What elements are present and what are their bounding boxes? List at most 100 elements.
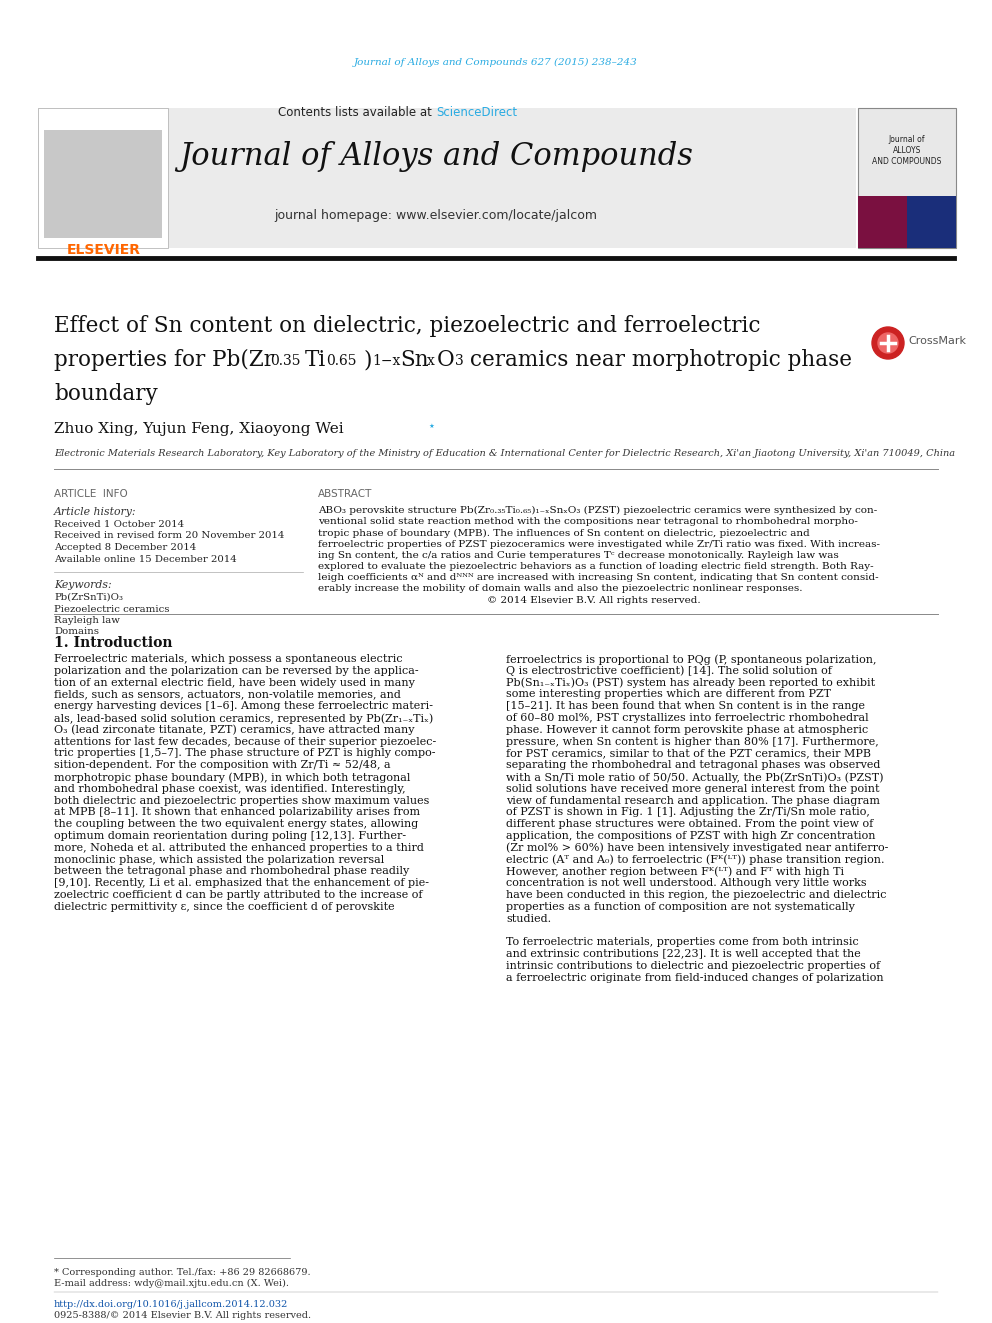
Bar	[858, 108, 956, 247]
Text: some interesting properties which are different from PZT: some interesting properties which are di…	[506, 689, 831, 700]
Text: To ferroelectric materials, properties come from both intrinsic: To ferroelectric materials, properties c…	[506, 937, 859, 947]
Text: 1−x: 1−x	[372, 355, 401, 368]
Text: ing Sn content, the c/a ratios and Curie temperatures Tᶜ decrease monotonically.: ing Sn content, the c/a ratios and Curie…	[318, 550, 839, 560]
Text: Journal of Alloys and Compounds 627 (2015) 238–243: Journal of Alloys and Compounds 627 (201…	[354, 57, 638, 66]
Text: ELSEVIER: ELSEVIER	[67, 243, 141, 257]
Text: more, Noheda et al. attributed the enhanced properties to a third: more, Noheda et al. attributed the enhan…	[54, 843, 424, 853]
Text: intrinsic contributions to dielectric and piezoelectric properties of: intrinsic contributions to dielectric an…	[506, 960, 880, 971]
Text: solid solutions have received more general interest from the point: solid solutions have received more gener…	[506, 783, 880, 794]
Text: However, another region between Fᴷ(ᴸᵀ) and Fᵀ with high Ti: However, another region between Fᴷ(ᴸᵀ) a…	[506, 867, 844, 877]
Bar	[44, 130, 162, 238]
Text: Zhuo Xing, Yujun Feng, Xiaoyong Wei: Zhuo Xing, Yujun Feng, Xiaoyong Wei	[54, 422, 343, 437]
Text: dielectric permittivity ε, since the coefficient d of perovskite: dielectric permittivity ε, since the coe…	[54, 902, 395, 912]
Text: [9,10]. Recently, Li et al. emphasized that the enhancement of pie-: [9,10]. Recently, Li et al. emphasized t…	[54, 878, 429, 888]
Text: sition-dependent. For the composition with Zr/Ti ≈ 52/48, a: sition-dependent. For the composition wi…	[54, 761, 391, 770]
Text: 0925-8388/© 2014 Elsevier B.V. All rights reserved.: 0925-8388/© 2014 Elsevier B.V. All right…	[54, 1311, 311, 1320]
Text: Electronic Materials Research Laboratory, Key Laboratory of the Ministry of Educ: Electronic Materials Research Laboratory…	[54, 448, 955, 458]
Text: different phase structures were obtained. From the point view of: different phase structures were obtained…	[506, 819, 873, 830]
Text: ARTICLE  INFO: ARTICLE INFO	[54, 490, 128, 499]
Text: zoelectric coefficient d can be partly attributed to the increase of: zoelectric coefficient d can be partly a…	[54, 890, 423, 900]
Text: ABO₃ perovskite structure Pb(Zr₀.₃₅Ti₀.₆₅)₁₋ₓSnₓO₃ (PZST) piezoelectric ceramics: ABO₃ perovskite structure Pb(Zr₀.₃₅Ti₀.₆…	[318, 505, 877, 515]
Text: Journal of Alloys and Compounds: Journal of Alloys and Compounds	[180, 142, 693, 172]
Text: 0.65: 0.65	[326, 355, 356, 368]
Text: journal homepage: www.elsevier.com/locate/jalcom: journal homepage: www.elsevier.com/locat…	[275, 209, 597, 221]
Text: ferroelectric properties of PZST piezoceramics were investigated while Zr/Ti rat: ferroelectric properties of PZST piezoce…	[318, 540, 880, 549]
Text: the coupling between the two equivalent energy states, allowing: the coupling between the two equivalent …	[54, 819, 419, 830]
Text: properties for Pb(Zr: properties for Pb(Zr	[54, 349, 274, 370]
Circle shape	[872, 327, 904, 359]
Text: of PZST is shown in Fig. 1 [1]. Adjusting the Zr/Ti/Sn mole ratio,: of PZST is shown in Fig. 1 [1]. Adjustin…	[506, 807, 870, 818]
Text: Piezoelectric ceramics: Piezoelectric ceramics	[54, 605, 170, 614]
Text: ventional solid state reaction method with the compositions near tetragonal to r: ventional solid state reaction method wi…	[318, 517, 858, 527]
Text: at MPB [8–11]. It shown that enhanced polarizability arises from: at MPB [8–11]. It shown that enhanced po…	[54, 807, 421, 818]
Bar	[38, 108, 168, 247]
Text: separating the rhombohedral and tetragonal phases was observed: separating the rhombohedral and tetragon…	[506, 761, 880, 770]
Text: Ferroelectric materials, which possess a spontaneous electric: Ferroelectric materials, which possess a…	[54, 654, 403, 664]
Text: als, lead-based solid solution ceramics, represented by Pb(Zr₁₋ₓTiₓ): als, lead-based solid solution ceramics,…	[54, 713, 434, 724]
Bar	[38, 108, 856, 247]
Text: Article history:: Article history:	[54, 507, 137, 517]
Text: have been conducted in this region, the piezoelectric and dielectric: have been conducted in this region, the …	[506, 890, 887, 900]
Text: Contents lists available at: Contents lists available at	[279, 106, 436, 119]
Text: of 60–80 mol%, PST crystallizes into ferroelectric rhombohedral: of 60–80 mol%, PST crystallizes into fer…	[506, 713, 869, 722]
Text: electric (Aᵀ and A₀) to ferroelectric (Fᴷ(ᴸᵀ)) phase transition region.: electric (Aᵀ and A₀) to ferroelectric (F…	[506, 855, 885, 865]
Text: phase. However it cannot form perovskite phase at atmospheric: phase. However it cannot form perovskite…	[506, 725, 868, 734]
Text: leigh coefficients αᴺ and dᴺᴺᴺ are increased with increasing Sn content, indicat: leigh coefficients αᴺ and dᴺᴺᴺ are incre…	[318, 573, 879, 582]
Text: 3: 3	[455, 355, 463, 368]
Text: Sn: Sn	[400, 349, 429, 370]
Bar	[907, 196, 956, 247]
Text: a ferroelectric originate from field-induced changes of polarization: a ferroelectric originate from field-ind…	[506, 972, 884, 983]
Text: Pb(Sn₁₋ₓTiₓ)O₃ (PST) system has already been reported to exhibit: Pb(Sn₁₋ₓTiₓ)O₃ (PST) system has already …	[506, 677, 875, 688]
Text: Domains: Domains	[54, 627, 99, 636]
Text: ⋆: ⋆	[427, 419, 434, 433]
Text: Ti: Ti	[305, 349, 326, 370]
Text: O: O	[437, 349, 454, 370]
Text: view of fundamental research and application. The phase diagram: view of fundamental research and applica…	[506, 795, 880, 806]
Text: optimum domain reorientation during poling [12,13]. Further-: optimum domain reorientation during poli…	[54, 831, 406, 841]
Text: attentions for last few decades, because of their superior piezoelec-: attentions for last few decades, because…	[54, 737, 436, 746]
Text: ceramics near morphotropic phase: ceramics near morphotropic phase	[463, 349, 852, 370]
Text: Accepted 8 December 2014: Accepted 8 December 2014	[54, 542, 196, 552]
Text: Available online 15 December 2014: Available online 15 December 2014	[54, 554, 237, 564]
Circle shape	[878, 333, 898, 353]
Text: ferroelectrics is proportional to PQg (P, spontaneous polarization,: ferroelectrics is proportional to PQg (P…	[506, 654, 877, 664]
Text: both dielectric and piezoelectric properties show maximum values: both dielectric and piezoelectric proper…	[54, 795, 430, 806]
Text: 0.35: 0.35	[270, 355, 301, 368]
Text: morphotropic phase boundary (MPB), in which both tetragonal: morphotropic phase boundary (MPB), in wh…	[54, 773, 411, 783]
Text: tric properties [1,5–7]. The phase structure of PZT is highly compo-: tric properties [1,5–7]. The phase struc…	[54, 749, 435, 758]
Text: between the tetragonal phase and rhombohedral phase readily: between the tetragonal phase and rhomboh…	[54, 867, 410, 876]
Text: x: x	[427, 355, 434, 368]
Text: for PST ceramics, similar to that of the PZT ceramics, their MPB: for PST ceramics, similar to that of the…	[506, 749, 871, 758]
Text: Effect of Sn content on dielectric, piezoelectric and ferroelectric: Effect of Sn content on dielectric, piez…	[54, 315, 761, 337]
Text: application, the compositions of PZST with high Zr concentration: application, the compositions of PZST wi…	[506, 831, 876, 841]
Text: Q is electrostrictive coefficient) [14]. The solid solution of: Q is electrostrictive coefficient) [14].…	[506, 665, 832, 676]
Text: [15–21]. It has been found that when Sn content is in the range: [15–21]. It has been found that when Sn …	[506, 701, 865, 712]
Text: ABSTRACT: ABSTRACT	[318, 490, 372, 499]
Text: pressure, when Sn content is higher than 80% [17]. Furthermore,: pressure, when Sn content is higher than…	[506, 737, 879, 746]
Text: tion of an external electric field, have been widely used in many: tion of an external electric field, have…	[54, 677, 415, 688]
Text: tropic phase of boundary (MPB). The influences of Sn content on dielectric, piez: tropic phase of boundary (MPB). The infl…	[318, 528, 809, 537]
Text: E-mail address: wdy@mail.xjtu.edu.cn (X. Wei).: E-mail address: wdy@mail.xjtu.edu.cn (X.…	[54, 1279, 289, 1289]
Text: O₃ (lead zirconate titanate, PZT) ceramics, have attracted many: O₃ (lead zirconate titanate, PZT) cerami…	[54, 725, 415, 736]
Text: studied.: studied.	[506, 914, 552, 923]
Text: erably increase the mobility of domain walls and also the piezoelectric nonlinea: erably increase the mobility of domain w…	[318, 585, 803, 594]
Text: http://dx.doi.org/10.1016/j.jallcom.2014.12.032: http://dx.doi.org/10.1016/j.jallcom.2014…	[54, 1301, 289, 1308]
Text: polarization and the polarization can be reversed by the applica-: polarization and the polarization can be…	[54, 665, 419, 676]
Text: energy harvesting devices [1–6]. Among these ferroelectric materi-: energy harvesting devices [1–6]. Among t…	[54, 701, 433, 712]
Text: 1. Introduction: 1. Introduction	[54, 636, 173, 650]
Text: CrossMark: CrossMark	[908, 336, 966, 347]
Text: (Zr mol% > 60%) have been intensively investigated near antiferro-: (Zr mol% > 60%) have been intensively in…	[506, 843, 889, 853]
Text: © 2014 Elsevier B.V. All rights reserved.: © 2014 Elsevier B.V. All rights reserved…	[318, 595, 700, 605]
Text: * Corresponding author. Tel./fax: +86 29 82668679.: * Corresponding author. Tel./fax: +86 29…	[54, 1267, 310, 1277]
Text: Received 1 October 2014: Received 1 October 2014	[54, 520, 185, 529]
Text: ): )	[363, 349, 371, 370]
Bar	[858, 196, 907, 247]
Text: fields, such as sensors, actuators, non-volatile memories, and: fields, such as sensors, actuators, non-…	[54, 689, 401, 700]
Text: concentration is not well understood. Although very little works: concentration is not well understood. Al…	[506, 878, 867, 888]
Text: explored to evaluate the piezoelectric behaviors as a function of loading electr: explored to evaluate the piezoelectric b…	[318, 562, 874, 572]
Text: and extrinsic contributions [22,23]. It is well accepted that the: and extrinsic contributions [22,23]. It …	[506, 949, 861, 959]
Text: and rhombohedral phase coexist, was identified. Interestingly,: and rhombohedral phase coexist, was iden…	[54, 783, 406, 794]
Text: Journal of
ALLOYS
AND COMPOUNDS: Journal of ALLOYS AND COMPOUNDS	[872, 135, 941, 167]
Text: properties as a function of composition are not systematically: properties as a function of composition …	[506, 902, 855, 912]
Text: ScienceDirect: ScienceDirect	[436, 106, 517, 119]
